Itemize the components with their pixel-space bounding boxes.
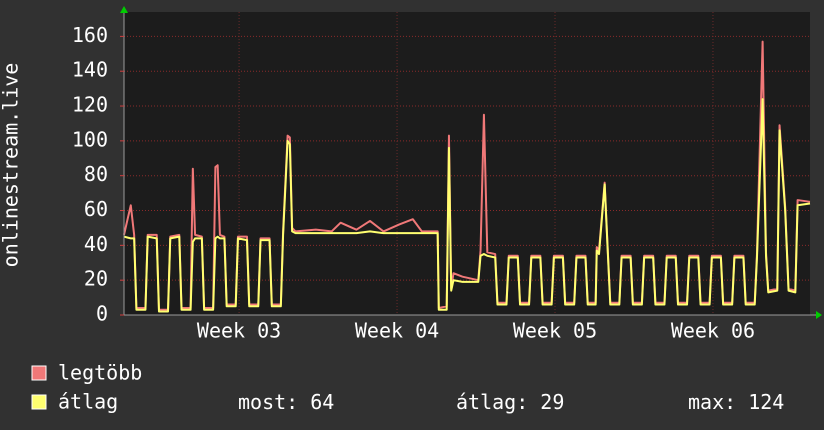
y-tick-label: 60 [84, 197, 108, 221]
stat-value: 124 [748, 390, 784, 414]
stat-value: 64 [310, 390, 334, 414]
y-tick-label: 100 [72, 127, 108, 151]
stat-label: max: [688, 390, 736, 414]
legend-label: átlag [58, 390, 118, 414]
stat: most: 64 [238, 390, 334, 414]
stat: max: 124 [688, 390, 784, 414]
y-tick-label: 20 [84, 267, 108, 291]
plot-area [124, 12, 810, 315]
y-tick-label: 120 [72, 93, 108, 117]
stat-label: most: [238, 390, 298, 414]
legend-label: legtöbb [58, 361, 142, 385]
y-tick-label: 40 [84, 232, 108, 256]
y-tick-label: 140 [72, 58, 108, 82]
legend-swatch [31, 394, 47, 410]
y-arrow [120, 6, 128, 13]
stat: átlag: 29 [456, 390, 564, 414]
y-axis-label: onlinestream.live [0, 63, 23, 268]
x-tick-label: Week 04 [355, 319, 439, 343]
grid [124, 12, 810, 316]
legend-swatch [31, 365, 47, 381]
series-line [123, 98, 811, 313]
x-tick-label: Week 05 [513, 319, 597, 343]
x-arrow [816, 311, 822, 319]
stat-value: 29 [540, 390, 564, 414]
y-tick-label: 80 [84, 162, 108, 186]
x-tick-label: Week 03 [197, 319, 281, 343]
y-tick-label: 160 [72, 23, 108, 47]
lines [123, 40, 811, 313]
stat-label: átlag: [456, 390, 528, 414]
x-tick-label: Week 06 [671, 319, 755, 343]
y-tick-label: 0 [96, 302, 108, 326]
